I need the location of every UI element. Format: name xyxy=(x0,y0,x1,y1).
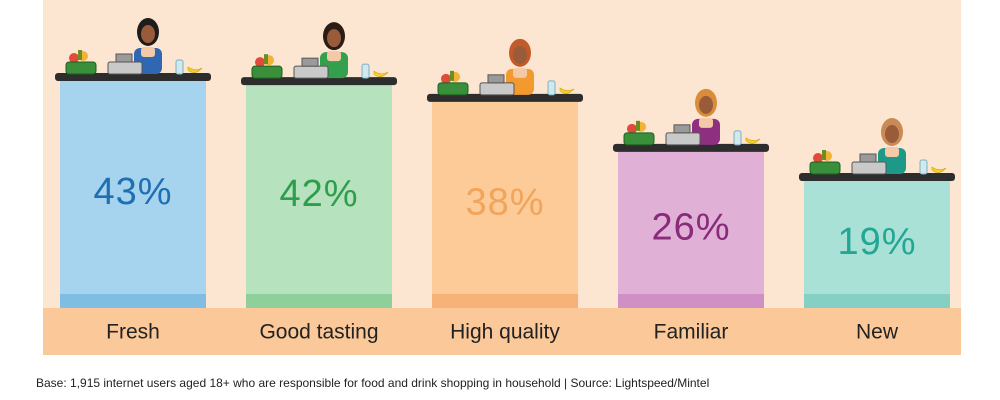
register-screen xyxy=(673,124,691,134)
category-label: New xyxy=(856,321,899,344)
register-base xyxy=(851,161,887,175)
chart-panel: 43% 42% 38% 26% 19% Fresh Good tasting High qu… xyxy=(43,0,961,355)
counter-top xyxy=(427,93,583,102)
cash-register-icon xyxy=(665,124,701,146)
cashier-neck xyxy=(699,117,713,128)
cash-register-icon xyxy=(479,74,515,96)
basket xyxy=(437,82,469,96)
bars-layer: 43% 42% 38% 26% 19% xyxy=(55,18,955,309)
shopping-basket-icon xyxy=(251,54,283,79)
water-bottle-icon xyxy=(733,130,742,146)
shopping-basket-icon xyxy=(623,120,655,146)
banana-icon xyxy=(931,166,947,173)
basket xyxy=(251,65,283,79)
cashier-face xyxy=(327,29,341,48)
bar xyxy=(432,100,578,308)
data-label: 42% xyxy=(279,173,358,215)
data-label: 19% xyxy=(837,221,916,263)
bar xyxy=(60,80,206,308)
banana-icon xyxy=(187,66,203,73)
data-label: 38% xyxy=(465,181,544,223)
bar-group: 42% xyxy=(241,22,397,309)
bar-base xyxy=(60,294,206,308)
basket xyxy=(809,161,841,175)
water-bottle-icon xyxy=(361,63,370,79)
shopping-basket-icon xyxy=(809,150,841,175)
counter-top xyxy=(55,73,211,81)
basket-fruit xyxy=(813,153,823,163)
basket-fruit xyxy=(264,54,268,65)
shopping-basket-icon xyxy=(437,70,469,96)
basket xyxy=(623,132,655,146)
bar-base xyxy=(246,294,392,308)
basket-fruit xyxy=(450,70,454,81)
cashier-face xyxy=(141,25,155,43)
category-band xyxy=(43,308,961,355)
chart-footnote: Base: 1,915 internet users aged 18+ who … xyxy=(36,376,710,390)
basket xyxy=(65,61,97,75)
register-screen xyxy=(301,57,319,67)
basket-fruit xyxy=(78,50,82,60)
cashier-neck xyxy=(885,147,899,157)
shopping-basket-icon xyxy=(65,50,97,75)
basket-fruit xyxy=(255,57,265,68)
register-base xyxy=(479,82,515,96)
register-base xyxy=(107,61,143,75)
basket-fruit xyxy=(636,120,640,131)
cashier-neck xyxy=(327,51,341,62)
category-label: Familiar xyxy=(654,321,729,344)
bar xyxy=(246,84,392,309)
bar-group: 43% xyxy=(55,18,211,308)
data-label: 26% xyxy=(651,206,730,248)
basket-fruit xyxy=(627,123,637,134)
bar-group: 26% xyxy=(613,88,769,308)
cash-register-icon xyxy=(851,153,887,175)
water-bottle-icon xyxy=(547,80,556,96)
counter-top xyxy=(241,77,397,86)
category-label: Good tasting xyxy=(259,321,378,344)
bar-group: 38% xyxy=(427,38,583,308)
bar-base xyxy=(618,294,764,308)
bar-base xyxy=(432,294,578,308)
bar xyxy=(618,150,764,308)
register-base xyxy=(293,65,329,79)
cash-register-icon xyxy=(107,53,143,75)
water-bottle-icon xyxy=(175,59,184,75)
category-label: Fresh xyxy=(106,321,160,344)
register-screen xyxy=(487,74,505,84)
data-label: 43% xyxy=(93,171,172,213)
cashier-neck xyxy=(513,67,527,78)
basket-fruit xyxy=(822,150,826,160)
basket-fruit xyxy=(69,53,79,63)
bar xyxy=(804,180,950,308)
counter-top xyxy=(799,173,955,181)
counter-top xyxy=(613,143,769,152)
cash-register-icon xyxy=(293,57,329,79)
cashier-face xyxy=(513,45,527,64)
register-screen xyxy=(859,153,877,163)
category-label: High quality xyxy=(450,321,560,344)
banana-icon xyxy=(745,137,761,144)
category-labels: Fresh Good tasting High quality Familiar New xyxy=(106,321,899,344)
water-bottle-icon xyxy=(919,159,928,175)
banana-icon xyxy=(559,87,575,94)
cashier-neck xyxy=(141,47,155,57)
banana-icon xyxy=(373,70,389,77)
bar-chart: 43% 42% 38% 26% 19% Fresh Good tasting High qu… xyxy=(43,18,961,355)
cashier-face xyxy=(885,125,899,143)
cashier-face xyxy=(699,95,713,114)
basket-fruit xyxy=(441,73,451,84)
register-base xyxy=(665,132,701,146)
bar-group: 19% xyxy=(799,118,955,308)
register-screen xyxy=(115,53,133,63)
bar-base xyxy=(804,294,950,308)
